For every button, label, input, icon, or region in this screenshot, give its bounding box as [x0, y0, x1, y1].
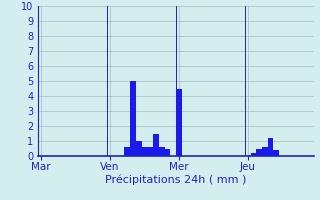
Bar: [262, 147, 268, 156]
Bar: [130, 81, 136, 156]
Bar: [274, 150, 279, 156]
Bar: [164, 148, 170, 156]
X-axis label: Précipitations 24h ( mm ): Précipitations 24h ( mm ): [105, 174, 247, 185]
Bar: [176, 88, 182, 156]
Bar: [136, 141, 142, 156]
Bar: [251, 153, 256, 156]
Bar: [124, 147, 130, 156]
Bar: [159, 147, 164, 156]
Bar: [147, 147, 153, 156]
Bar: [153, 134, 159, 156]
Bar: [256, 148, 262, 156]
Bar: [142, 147, 147, 156]
Bar: [268, 138, 274, 156]
